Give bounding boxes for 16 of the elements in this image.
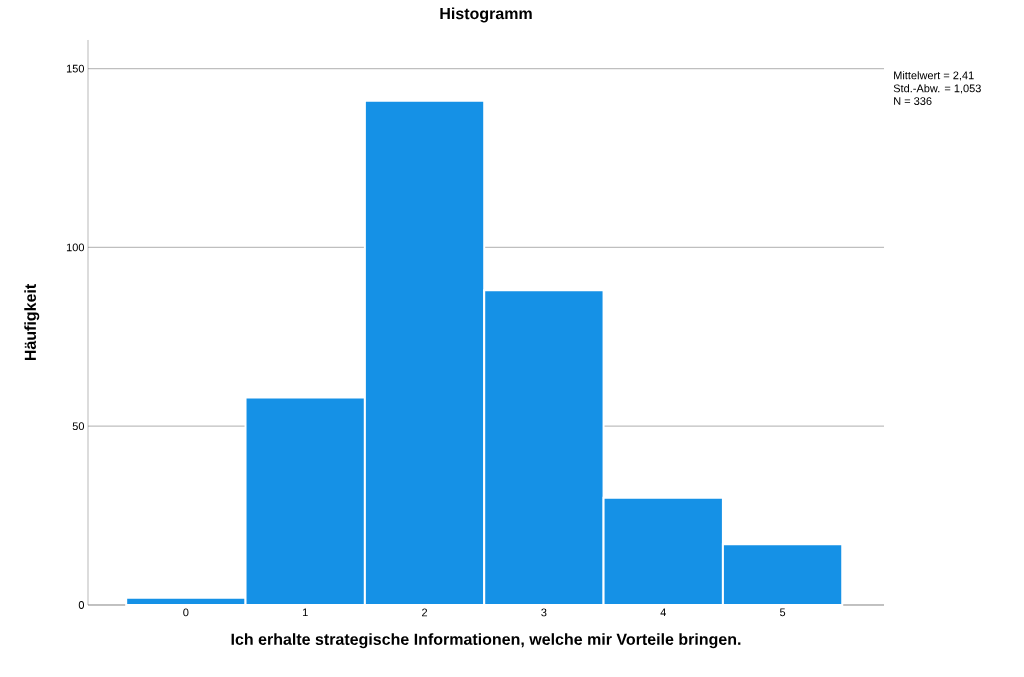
- x-tick-label: 2: [422, 608, 428, 617]
- text: Mittelwert = 2,41: [894, 71, 974, 81]
- x-tick-label: 0: [183, 608, 189, 617]
- y-axis-title: Häufigkeit: [24, 284, 40, 361]
- y-tick-label: 50: [72, 422, 85, 431]
- x-axis-title: Ich erhalte strategische Informationen, welche mir Vorteile bringen.: [231, 633, 741, 649]
- text: N = 336: [894, 97, 932, 105]
- y-tick-label: 0: [78, 601, 85, 609]
- x-tick-label: 5: [779, 608, 786, 617]
- y-tick-label: 150: [66, 64, 85, 73]
- text: Std.-Abw. = 1,053: [893, 84, 981, 94]
- x-tick-label: 3: [541, 608, 547, 617]
- x-tick-label: 1: [302, 608, 308, 617]
- y-tick-label: 100: [66, 243, 85, 252]
- chart-title: Histogramm: [440, 7, 532, 23]
- x-tick-label: 4: [660, 608, 666, 617]
